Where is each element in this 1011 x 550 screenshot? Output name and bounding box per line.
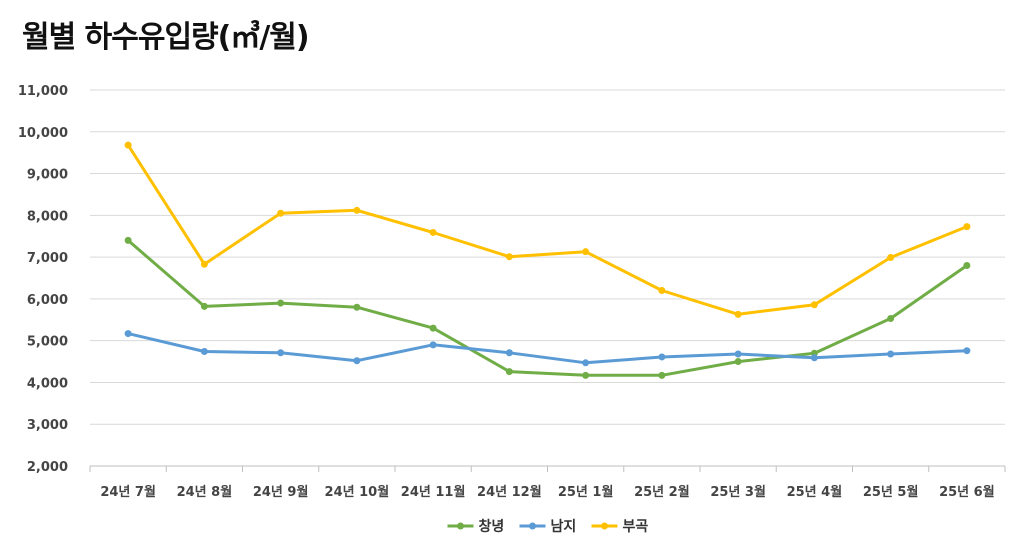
y-tick-label: 8,000: [27, 209, 68, 224]
data-point: [353, 303, 361, 311]
data-point: [658, 371, 666, 379]
data-point: [810, 301, 818, 309]
y-tick-label: 5,000: [27, 335, 68, 350]
legend-label: 남지: [551, 518, 577, 535]
legend-label: 창녕: [479, 518, 505, 535]
gridlines: [90, 89, 1005, 467]
data-point: [582, 359, 590, 367]
y-tick-label: 3,000: [27, 418, 68, 433]
legend-marker: [457, 522, 464, 530]
data-point: [124, 236, 132, 244]
data-point: [200, 302, 208, 310]
y-tick-label: 7,000: [27, 251, 68, 266]
y-tick-label: 9,000: [27, 168, 68, 183]
y-tick-label: 6,000: [27, 293, 68, 308]
data-point: [353, 357, 361, 365]
x-tick-label: 24년 11월: [401, 484, 466, 500]
data-point: [887, 254, 895, 262]
series-line-남지: [127, 332, 967, 365]
data-point: [353, 206, 361, 214]
data-point: [429, 341, 437, 349]
chart-title: 월별 하수유입량(㎥/월): [22, 20, 310, 55]
data-point: [124, 141, 132, 149]
data-point: [505, 368, 513, 376]
x-axis: 24년 7월 24년 8월 24년 9월 24년 10월 24년 11월 24년 12월 2…: [89, 466, 1006, 500]
data-point: [277, 299, 285, 307]
x-tick-label: 25년 1월: [558, 484, 614, 500]
x-tick-label: 25년 6월: [939, 484, 995, 500]
x-tick-label: 25년 2월: [634, 484, 690, 500]
data-point: [200, 260, 208, 268]
data-point: [429, 324, 437, 332]
x-tick-label: 24년 10월: [325, 484, 390, 500]
data-point: [277, 349, 285, 357]
x-tick-label: 24년 8월: [177, 484, 233, 500]
legend-label: 부곡: [623, 519, 649, 535]
data-point: [734, 310, 742, 318]
x-tick-label: 24년 7월: [100, 484, 156, 500]
y-tick-label: 11,000: [18, 84, 68, 99]
data-point: [429, 228, 437, 236]
data-point: [582, 248, 590, 256]
data-point: [505, 253, 513, 261]
data-point: [505, 349, 513, 357]
data-point: [658, 287, 666, 295]
data-point: [658, 353, 666, 361]
x-tick-label: 25년 3월: [710, 484, 766, 500]
data-point: [582, 371, 590, 379]
x-tick-label: 25년 4월: [787, 484, 843, 500]
legend-marker: [529, 522, 536, 530]
data-point: [887, 350, 895, 358]
data-point: [277, 209, 285, 217]
data-point: [963, 261, 971, 269]
series-line-창녕: [127, 239, 968, 377]
y-tick-label: 4,000: [27, 376, 68, 391]
data-point: [810, 354, 818, 362]
data-point: [200, 348, 208, 356]
x-tick-label: 25년 5월: [863, 484, 919, 500]
y-tick-label: 2,000: [27, 460, 68, 475]
x-tick-label: 24년 9월: [253, 484, 309, 500]
y-tick-label: 10,000: [18, 126, 68, 141]
data-point: [734, 350, 742, 358]
series-line-부곡: [126, 144, 968, 316]
data-point: [124, 330, 132, 338]
data-point: [887, 315, 895, 323]
y-axis-ticks: 2,000 3,000 4,000 5,000 6,000 7,000 8,000 9,000…: [18, 84, 68, 475]
legend: 창녕 남지 부곡: [447, 518, 649, 535]
data-point: [963, 223, 971, 231]
data-point: [963, 347, 971, 355]
x-tick-label: 24년 12월: [477, 484, 542, 500]
data-point: [734, 358, 742, 366]
series-lines: [124, 141, 971, 379]
legend-marker: [601, 522, 608, 530]
